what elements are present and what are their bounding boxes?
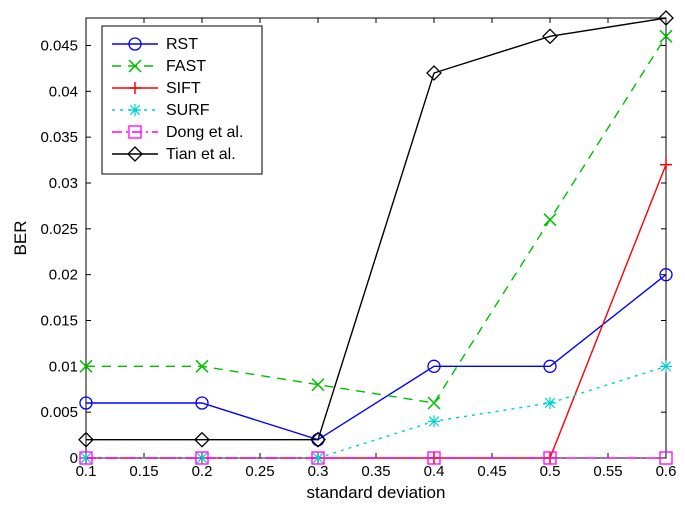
- y-tick-label: 0: [70, 450, 78, 467]
- x-tick-label: 0.15: [129, 463, 158, 480]
- y-tick-label: 0.04: [49, 83, 78, 100]
- y-tick-label: 0.01: [49, 358, 78, 375]
- chart-svg: 0.1 0.15 0.2 0.25 0.3 0.35 0.4 0.45 0.5 0.55 0.6 0 0…: [0, 0, 685, 514]
- x-tick-label: 0.25: [245, 463, 274, 480]
- legend-label: RST: [166, 36, 198, 53]
- y-tick-label: 0.03: [49, 175, 78, 192]
- x-tick-label: 0.1: [76, 463, 97, 480]
- x-tick-label: 0.35: [361, 463, 390, 480]
- y-tick-label: 0.005: [40, 404, 78, 421]
- x-axis-label: standard deviation: [307, 483, 446, 502]
- y-tick-label: 0.045: [40, 38, 78, 55]
- series-sift: [80, 159, 672, 464]
- y-tick-label: 0.035: [40, 129, 78, 146]
- legend-label: SIFT: [166, 80, 201, 97]
- x-tick-label: 0.6: [656, 463, 677, 480]
- y-tick-label: 0.025: [40, 221, 78, 238]
- legend: RST FAST SIFT SURF Dong et al. Tian et al.: [102, 26, 262, 174]
- x-tick-label: 0.3: [308, 463, 329, 480]
- x-tick-label: 0.55: [593, 463, 622, 480]
- x-tick-label: 0.5: [540, 463, 561, 480]
- x-tick-label: 0.45: [477, 463, 506, 480]
- x-tick-label: 0.4: [424, 463, 445, 480]
- y-axis-label: BER: [11, 221, 30, 256]
- legend-label: Dong et al.: [166, 124, 243, 141]
- y-tick-label: 0.015: [40, 313, 78, 330]
- legend-label: Tian et al.: [166, 146, 236, 163]
- x-tick-label: 0.2: [192, 463, 213, 480]
- y-tick-label: 0.02: [49, 267, 78, 284]
- series-rst: [80, 269, 672, 446]
- legend-label: FAST: [166, 58, 206, 75]
- legend-label: SURF: [166, 102, 210, 119]
